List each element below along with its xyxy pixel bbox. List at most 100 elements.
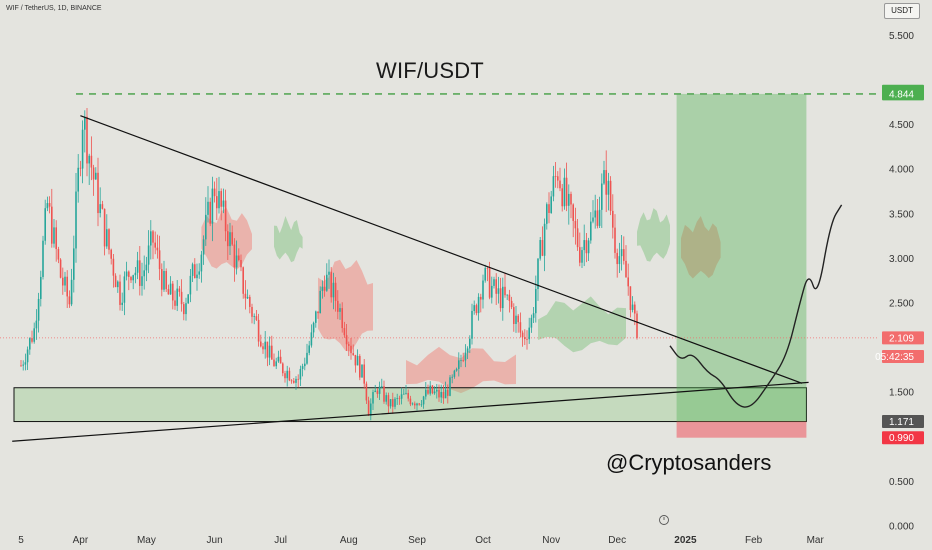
- candle-body: [143, 270, 145, 277]
- candle-body: [389, 399, 392, 407]
- candle-body: [24, 362, 27, 365]
- candle-body: [73, 248, 75, 280]
- ichimoku-cloud-segment: [637, 208, 670, 262]
- descending-trendline: [80, 115, 803, 384]
- candle-body: [328, 271, 330, 275]
- price-tick-label: 4.000: [889, 165, 914, 176]
- candle-body: [99, 204, 101, 214]
- candle-body: [513, 307, 515, 325]
- candle-body: [559, 180, 561, 189]
- candle-body: [411, 403, 414, 405]
- time-tick-label: 5: [18, 535, 24, 546]
- candle-body: [222, 200, 225, 207]
- candle-body: [495, 279, 497, 294]
- candle-body: [128, 271, 130, 277]
- candle-body: [277, 356, 280, 362]
- candle-body: [405, 392, 407, 394]
- candle-body: [420, 404, 423, 406]
- candle-body: [543, 223, 546, 256]
- candle-body: [26, 349, 29, 363]
- candle-body: [152, 231, 154, 243]
- candle-body: [319, 290, 321, 314]
- candle-body: [136, 260, 139, 273]
- candle-body: [601, 183, 603, 210]
- time-axis: 5 Apr May Jun Jul Aug Sep Oct Nov Dec 2025 Feb Mar: [0, 515, 878, 550]
- candle-body: [156, 247, 159, 251]
- candle-body: [554, 176, 557, 177]
- candle-body: [249, 296, 251, 307]
- candle-body: [565, 177, 568, 206]
- candle-body: [407, 392, 409, 399]
- candle-body: [376, 390, 379, 394]
- candle-body: [185, 303, 187, 315]
- candle-body: [488, 268, 491, 298]
- candle-body: [268, 345, 271, 358]
- candle-body: [121, 302, 123, 305]
- candle-body: [356, 356, 359, 366]
- candle-body: [370, 403, 372, 416]
- candle-body: [53, 227, 55, 244]
- candle-body: [308, 345, 310, 353]
- candle-body: [288, 370, 291, 381]
- clock-icon-face: [659, 515, 669, 525]
- candle-body: [81, 129, 84, 169]
- candle-body: [172, 283, 174, 301]
- candle-body: [180, 291, 183, 305]
- candle-body: [55, 227, 57, 250]
- candle-body: [158, 250, 161, 270]
- candle-body: [625, 260, 627, 278]
- candle-body: [392, 399, 394, 407]
- candle-body: [200, 254, 203, 272]
- candle-body: [37, 298, 40, 321]
- candle-body: [378, 386, 381, 394]
- candle-body: [552, 176, 555, 197]
- candle-body: [486, 268, 489, 269]
- candle-body: [616, 252, 618, 265]
- candle-body: [169, 283, 172, 295]
- candle-body: [563, 177, 566, 207]
- candle-body: [504, 286, 506, 296]
- candle-body: [213, 188, 216, 197]
- candle-body: [623, 249, 625, 261]
- candle-body: [398, 398, 401, 399]
- candle-body: [154, 242, 156, 248]
- candle-body: [257, 319, 260, 342]
- candle-body: [469, 338, 471, 349]
- candle-body: [337, 300, 339, 312]
- candle-body: [620, 249, 623, 257]
- candle-body: [275, 361, 277, 367]
- candle-body: [539, 240, 541, 259]
- candle-body: [517, 315, 519, 323]
- time-tick-label: Dec: [608, 535, 626, 546]
- candle-body: [59, 259, 62, 278]
- candle-body: [570, 193, 572, 205]
- candle-body: [592, 217, 594, 222]
- candle-body: [579, 247, 581, 263]
- candle-body: [282, 363, 284, 374]
- price-tick-label: 2.500: [889, 299, 914, 310]
- candle-body: [361, 364, 363, 378]
- candle-body: [33, 328, 35, 342]
- candle-body: [264, 341, 266, 350]
- candle-body: [51, 206, 53, 244]
- candle-body: [618, 256, 621, 265]
- candle-body: [44, 208, 46, 241]
- ichimoku-cloud-segment: [406, 346, 516, 394]
- price-tag-label: 0.990: [889, 433, 914, 444]
- candle-body: [189, 275, 192, 295]
- currency-selector[interactable]: USDT: [884, 3, 920, 19]
- candle-body: [66, 276, 68, 297]
- candle-body: [334, 282, 337, 301]
- candle-body: [205, 214, 207, 240]
- candle-body: [451, 376, 453, 378]
- candle-body: [345, 335, 348, 345]
- candle-body: [310, 332, 313, 346]
- candle-body: [119, 281, 121, 305]
- candle-body: [295, 378, 297, 383]
- candle-body: [431, 385, 434, 394]
- price-axis: 5.500 4.500 4.000 3.500 3.000 2.500 1.500 0.500…: [875, 0, 932, 550]
- candle-body: [260, 341, 262, 347]
- candle-body: [414, 403, 416, 406]
- candle-body: [438, 389, 440, 398]
